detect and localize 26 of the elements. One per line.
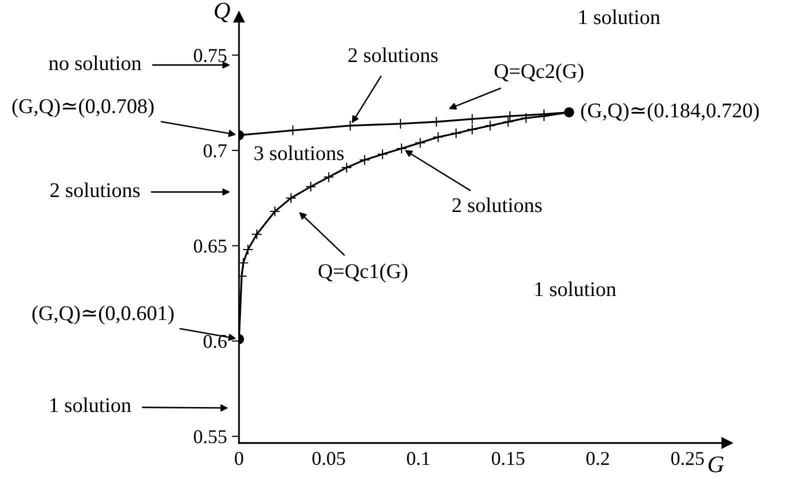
y-tick-label: 0.65	[194, 240, 226, 253]
text: 2 solutions	[50, 182, 140, 198]
text: no solution	[48, 56, 142, 70]
x-axis-title: G	[708, 456, 724, 472]
x-tick-label: 0.2	[586, 452, 609, 466]
y-axis-title: Q	[214, 2, 230, 22]
annotation: 2 solutions	[452, 198, 542, 212]
annotation: 2 solutions	[348, 48, 438, 62]
y-tick-label: 0.75	[194, 48, 226, 62]
y-tick-label: 0.7	[204, 144, 227, 158]
annotation: 1 solution	[579, 10, 660, 24]
y-tick-label: 0.55	[194, 430, 226, 444]
annotation: (G,Q)≃(0.184,0.720)	[581, 102, 759, 122]
x-tick-label: 0.1	[407, 452, 430, 466]
text: 1 solution	[50, 398, 132, 412]
annotation: Q=Qc2(G)	[494, 64, 584, 82]
annotation: 3 solutions	[254, 146, 344, 160]
x-tick-label: 0.25	[671, 452, 704, 466]
x-tick-label: 0.05	[312, 452, 345, 466]
annotation: (G,Q)≃(0,0.601)	[32, 306, 174, 324]
x-tick-label: 0	[234, 452, 244, 466]
y-tick-label: 0.6	[204, 334, 227, 348]
x-tick-label: 0.15	[492, 452, 524, 466]
annotation: Q=Qc1(G)	[318, 264, 408, 282]
annotation: 1 solution	[535, 282, 616, 296]
annotation: (G,Q)≃(0,0.708)	[12, 98, 154, 118]
